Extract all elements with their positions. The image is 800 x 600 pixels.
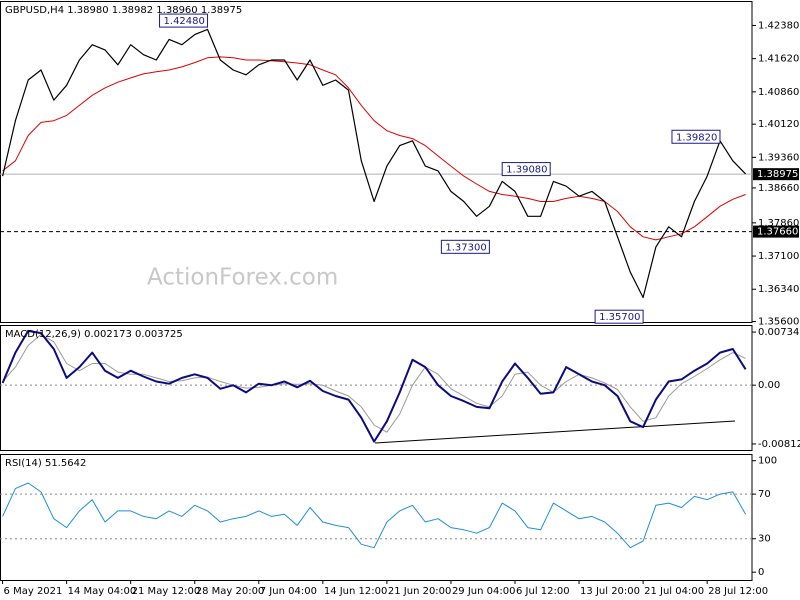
- pane-title: MACD(12,26,9) 0.002173 0.003725: [5, 329, 183, 340]
- watermark: ActionForex.com: [147, 265, 338, 291]
- x-tick-label: 28 Jul 12:00: [708, 586, 768, 597]
- x-tick-label: 28 May 20:00: [196, 586, 265, 597]
- y-tick-label: 1.40120: [758, 119, 799, 130]
- annotation-box: [440, 239, 490, 254]
- y-tick-label: 1.36340: [758, 284, 799, 295]
- current-price-box: [753, 168, 799, 181]
- series-line: [1, 329, 747, 443]
- y-tick-label: 1.42380: [758, 20, 799, 31]
- x-tick-label: 6 Jul 12:00: [516, 586, 570, 597]
- series-line: [2, 56, 746, 241]
- y-tick-label: 100: [758, 456, 777, 467]
- annotation-label: 1.39080: [506, 165, 547, 176]
- series-line: [2, 482, 747, 549]
- current-price-label: 1.38975: [757, 169, 798, 180]
- pane-border: [0, 1, 753, 323]
- pane-border: [0, 325, 753, 451]
- y-tick-label: 1.37860: [758, 218, 799, 229]
- annotation-label: 1.37300: [445, 242, 486, 253]
- y-tick-label: 0.00: [758, 380, 780, 391]
- pane-border: [0, 454, 753, 581]
- x-tick-label: 13 Jul 20:00: [580, 586, 640, 597]
- series-line: [2, 28, 747, 299]
- trend-line: [374, 420, 736, 444]
- annotation-label: 1.39820: [676, 132, 717, 143]
- y-tick-label: 70: [758, 489, 771, 500]
- x-tick-label: 14 Jun 12:00: [324, 586, 388, 597]
- x-tick-label: 7 Jun 04:00: [260, 586, 317, 597]
- annotation-box: [159, 13, 209, 28]
- x-tick-label: 14 May 04:00: [68, 586, 137, 597]
- annotation-box: [501, 162, 551, 177]
- x-tick-label: 29 Jun 04:00: [452, 586, 516, 597]
- y-tick-label: 1.38660: [758, 183, 799, 194]
- y-tick-label: 1.35600: [758, 317, 799, 328]
- y-tick-label: 1.39360: [758, 152, 799, 163]
- y-tick-label: 0: [758, 567, 764, 578]
- x-tick-label: 21 May 12:00: [132, 586, 201, 597]
- pane-title: RSI(14) 51.5642: [5, 458, 86, 469]
- level-box: [753, 225, 799, 238]
- y-tick-label: 0.007342: [758, 327, 800, 338]
- y-tick-label: 1.37100: [758, 251, 799, 262]
- pane-title: GBPUSD,H4 1.38980 1.38982 1.38960 1.3897…: [5, 5, 242, 16]
- y-tick-label: 30: [758, 534, 771, 545]
- y-tick-label: 1.41620: [758, 54, 799, 65]
- annotation-label: 1.42480: [164, 16, 205, 27]
- level-label: 1.37660: [757, 227, 798, 238]
- y-tick-label: -0.008126: [758, 439, 800, 450]
- y-tick-label: 1.40860: [758, 87, 799, 98]
- annotation-box: [594, 309, 644, 324]
- x-tick-label: 21 Jul 04:00: [644, 586, 704, 597]
- x-tick-label: 6 May 2021: [4, 586, 63, 597]
- x-tick-label: 21 Jun 20:00: [388, 586, 452, 597]
- annotation-label: 1.35700: [599, 312, 640, 323]
- annotation-box: [671, 129, 721, 144]
